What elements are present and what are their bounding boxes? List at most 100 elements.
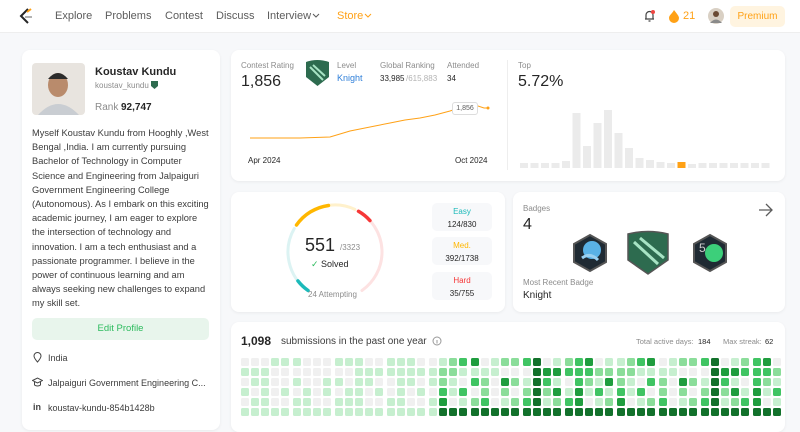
nav-item[interactable]: Discuss — [216, 10, 255, 22]
heat-cell — [335, 368, 343, 376]
heat-cell — [595, 388, 603, 396]
heat-cell — [293, 398, 301, 406]
heat-cell — [627, 368, 635, 376]
heat-cell — [281, 378, 289, 386]
heat-cell — [753, 408, 761, 416]
heat-cell — [533, 388, 541, 396]
heat-cell — [491, 388, 499, 396]
nav-item[interactable]: Contest — [165, 10, 203, 22]
heat-cell — [669, 358, 677, 366]
fire-icon[interactable] — [668, 9, 680, 23]
ring-arc — [357, 209, 384, 293]
heat-cell — [323, 388, 331, 396]
rank-label: Rank — [95, 102, 119, 113]
heat-cell — [271, 398, 279, 406]
heat-cell — [637, 398, 645, 406]
heat-cell — [481, 398, 489, 406]
heat-cell — [397, 408, 405, 416]
heat-cell — [637, 378, 645, 386]
attempting: 24 Attempting — [308, 290, 357, 299]
heat-cell — [481, 368, 489, 376]
heat-cell — [669, 408, 677, 416]
arrow-icon[interactable] — [758, 203, 774, 217]
heat-cell — [281, 398, 289, 406]
heat-cell — [491, 398, 499, 406]
heat-cell — [397, 378, 405, 386]
heatmap — [241, 358, 781, 416]
linkedin[interactable]: koustav-kundu-854b1428b — [48, 403, 155, 413]
heat-cell — [679, 368, 687, 376]
heat-cell — [575, 408, 583, 416]
heat-cell — [387, 368, 395, 376]
nav-item[interactable]: Interview — [267, 10, 312, 22]
heat-cell — [773, 368, 781, 376]
heat-cell — [241, 398, 249, 406]
edit-profile-button[interactable]: Edit Profile — [32, 318, 209, 340]
heat-cell — [293, 358, 301, 366]
heat-cell — [721, 378, 729, 386]
submission-count: 1,098 — [241, 334, 272, 348]
global-rank: 33,985 — [380, 74, 405, 83]
location: India — [48, 353, 68, 363]
bell-icon[interactable] — [643, 9, 656, 23]
medium-box: Med. 392/1738 — [432, 237, 492, 265]
heat-cell — [533, 408, 541, 416]
nav-item[interactable]: Problems — [105, 10, 152, 22]
difficulty-name: Hard — [453, 276, 471, 285]
info-icon[interactable] — [432, 336, 442, 346]
heat-cell — [523, 388, 531, 396]
avatar — [32, 63, 85, 115]
heat-cell — [387, 378, 395, 386]
heat-cell — [481, 358, 489, 366]
heat-cell — [375, 408, 383, 416]
heat-cell — [553, 378, 561, 386]
heat-cell — [355, 368, 363, 376]
heat-cell — [335, 408, 343, 416]
heat-cell — [669, 368, 677, 376]
heat-cell — [355, 388, 363, 396]
heat-cell — [241, 358, 249, 366]
heat-cell — [345, 408, 353, 416]
avatar-small[interactable] — [708, 8, 724, 24]
heat-cell — [429, 408, 437, 416]
heat-cell — [565, 408, 573, 416]
heat-cell — [281, 388, 289, 396]
heat-cell — [523, 398, 531, 406]
heat-cell — [741, 358, 749, 366]
profile-name: Koustav Kundu — [95, 66, 177, 78]
heat-cell — [689, 368, 697, 376]
heat-cell — [491, 408, 499, 416]
heat-cell — [753, 358, 761, 366]
rating: 1,856 — [241, 73, 282, 90]
heat-cell — [481, 378, 489, 386]
heat-cell — [627, 408, 635, 416]
heat-cell — [575, 398, 583, 406]
heat-cell — [533, 368, 541, 376]
heat-cell — [595, 408, 603, 416]
heat-cell — [605, 368, 613, 376]
heat-cell — [251, 378, 259, 386]
heat-cell — [659, 358, 667, 366]
heat-cell — [701, 388, 709, 396]
heat-cell — [439, 408, 447, 416]
heat-cell — [689, 358, 697, 366]
logo[interactable] — [18, 8, 34, 25]
heat-cell — [501, 408, 509, 416]
heat-cell — [773, 358, 781, 366]
heat-cell — [335, 388, 343, 396]
hist-bar — [520, 163, 528, 168]
heat-cell — [637, 408, 645, 416]
hist-bar — [667, 163, 675, 168]
hist-bar — [562, 161, 570, 168]
nav-store[interactable]: Store — [337, 10, 364, 22]
heat-cell — [741, 398, 749, 406]
heat-cell — [407, 358, 415, 366]
heat-cell — [647, 358, 655, 366]
heat-cell — [345, 398, 353, 406]
heat-cell — [313, 368, 321, 376]
premium-button[interactable]: Premium — [730, 6, 785, 27]
heat-cell — [637, 388, 645, 396]
heat-cell — [679, 358, 687, 366]
heat-cell — [323, 358, 331, 366]
nav-item[interactable]: Explore — [55, 10, 93, 22]
